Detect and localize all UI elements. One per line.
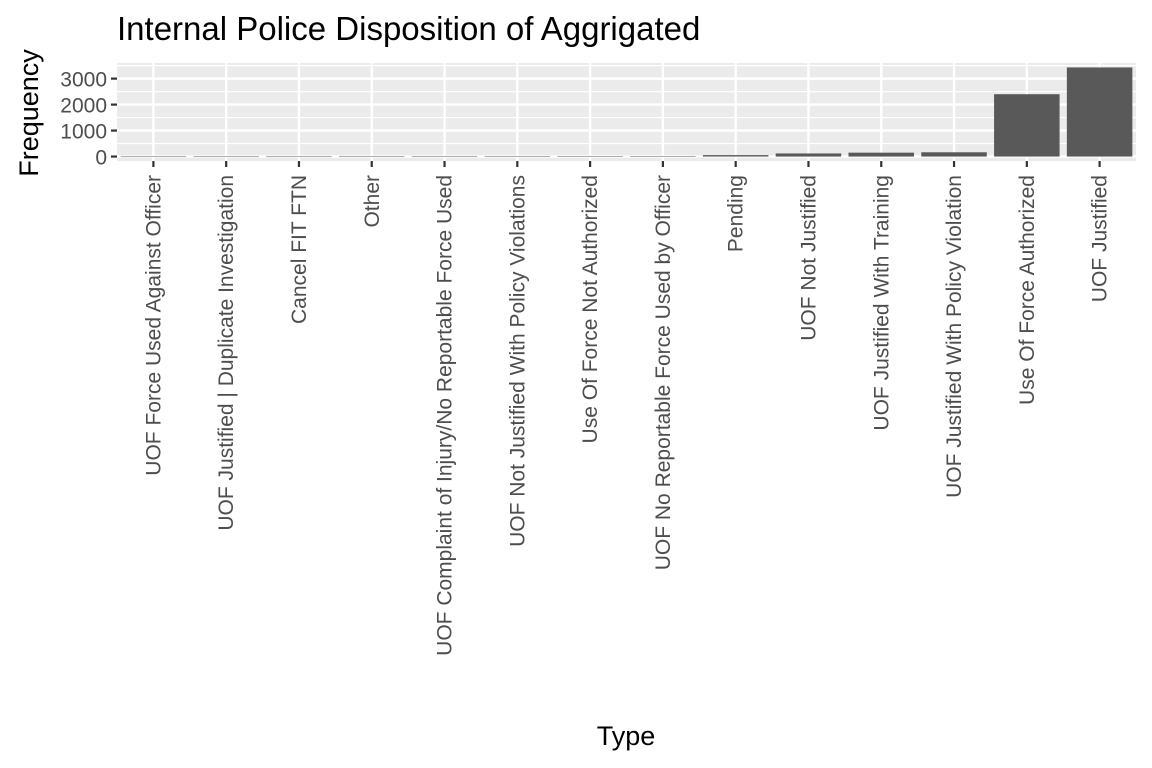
x-tick-label: UOF Justified <box>1089 175 1112 302</box>
x-tick-label: Cancel FIT FTN <box>288 175 311 324</box>
bar <box>338 156 405 158</box>
bar <box>120 156 187 158</box>
x-tick-label: Pending <box>725 175 748 252</box>
y-tick-label: 3000 <box>60 69 107 92</box>
bar <box>775 153 842 157</box>
bar <box>1066 67 1133 157</box>
y-tick-label: 0 <box>95 147 107 170</box>
bar <box>702 155 769 157</box>
bar <box>921 152 987 157</box>
x-tick-label: Use Of Force Not Authorized <box>579 175 602 443</box>
x-tick-label: UOF Complaint of Injury/No Reportable Fo… <box>434 175 457 656</box>
bar <box>411 156 478 158</box>
x-tick-label: Other <box>361 175 384 228</box>
bar <box>484 156 551 158</box>
plot-area: 0 1000 2000 3000 UOF Force Used Against Offi… <box>60 63 1136 656</box>
bar <box>848 152 915 157</box>
y-axis-label: Frequency <box>14 49 44 177</box>
chart-title: Internal Police Disposition of Aggrigate… <box>117 10 700 47</box>
bar <box>994 94 1060 157</box>
x-tick-label: UOF Justified With Training <box>870 175 893 431</box>
x-tick-label: Use Of Force Authorized <box>1016 175 1039 405</box>
x-tick-label: UOF Justified With Policy Violation <box>943 175 966 498</box>
x-tick-label: UOF Not Justified <box>797 175 820 341</box>
bar <box>557 156 623 157</box>
x-tick-label: UOF Justified | Duplicate Investigation <box>215 175 238 531</box>
bar <box>266 156 332 158</box>
bar <box>193 156 259 158</box>
x-tick-label: UOF Not Justified With Policy Violations <box>506 175 529 547</box>
bar <box>630 156 696 157</box>
y-tick-label: 1000 <box>60 121 107 144</box>
y-tick-label: 2000 <box>60 95 107 118</box>
x-tick-label: UOF Force Used Against Officer <box>142 175 165 476</box>
x-tick-label: UOF No Reportable Force Used by Officer <box>652 175 675 570</box>
x-axis-label: Type <box>597 721 656 751</box>
